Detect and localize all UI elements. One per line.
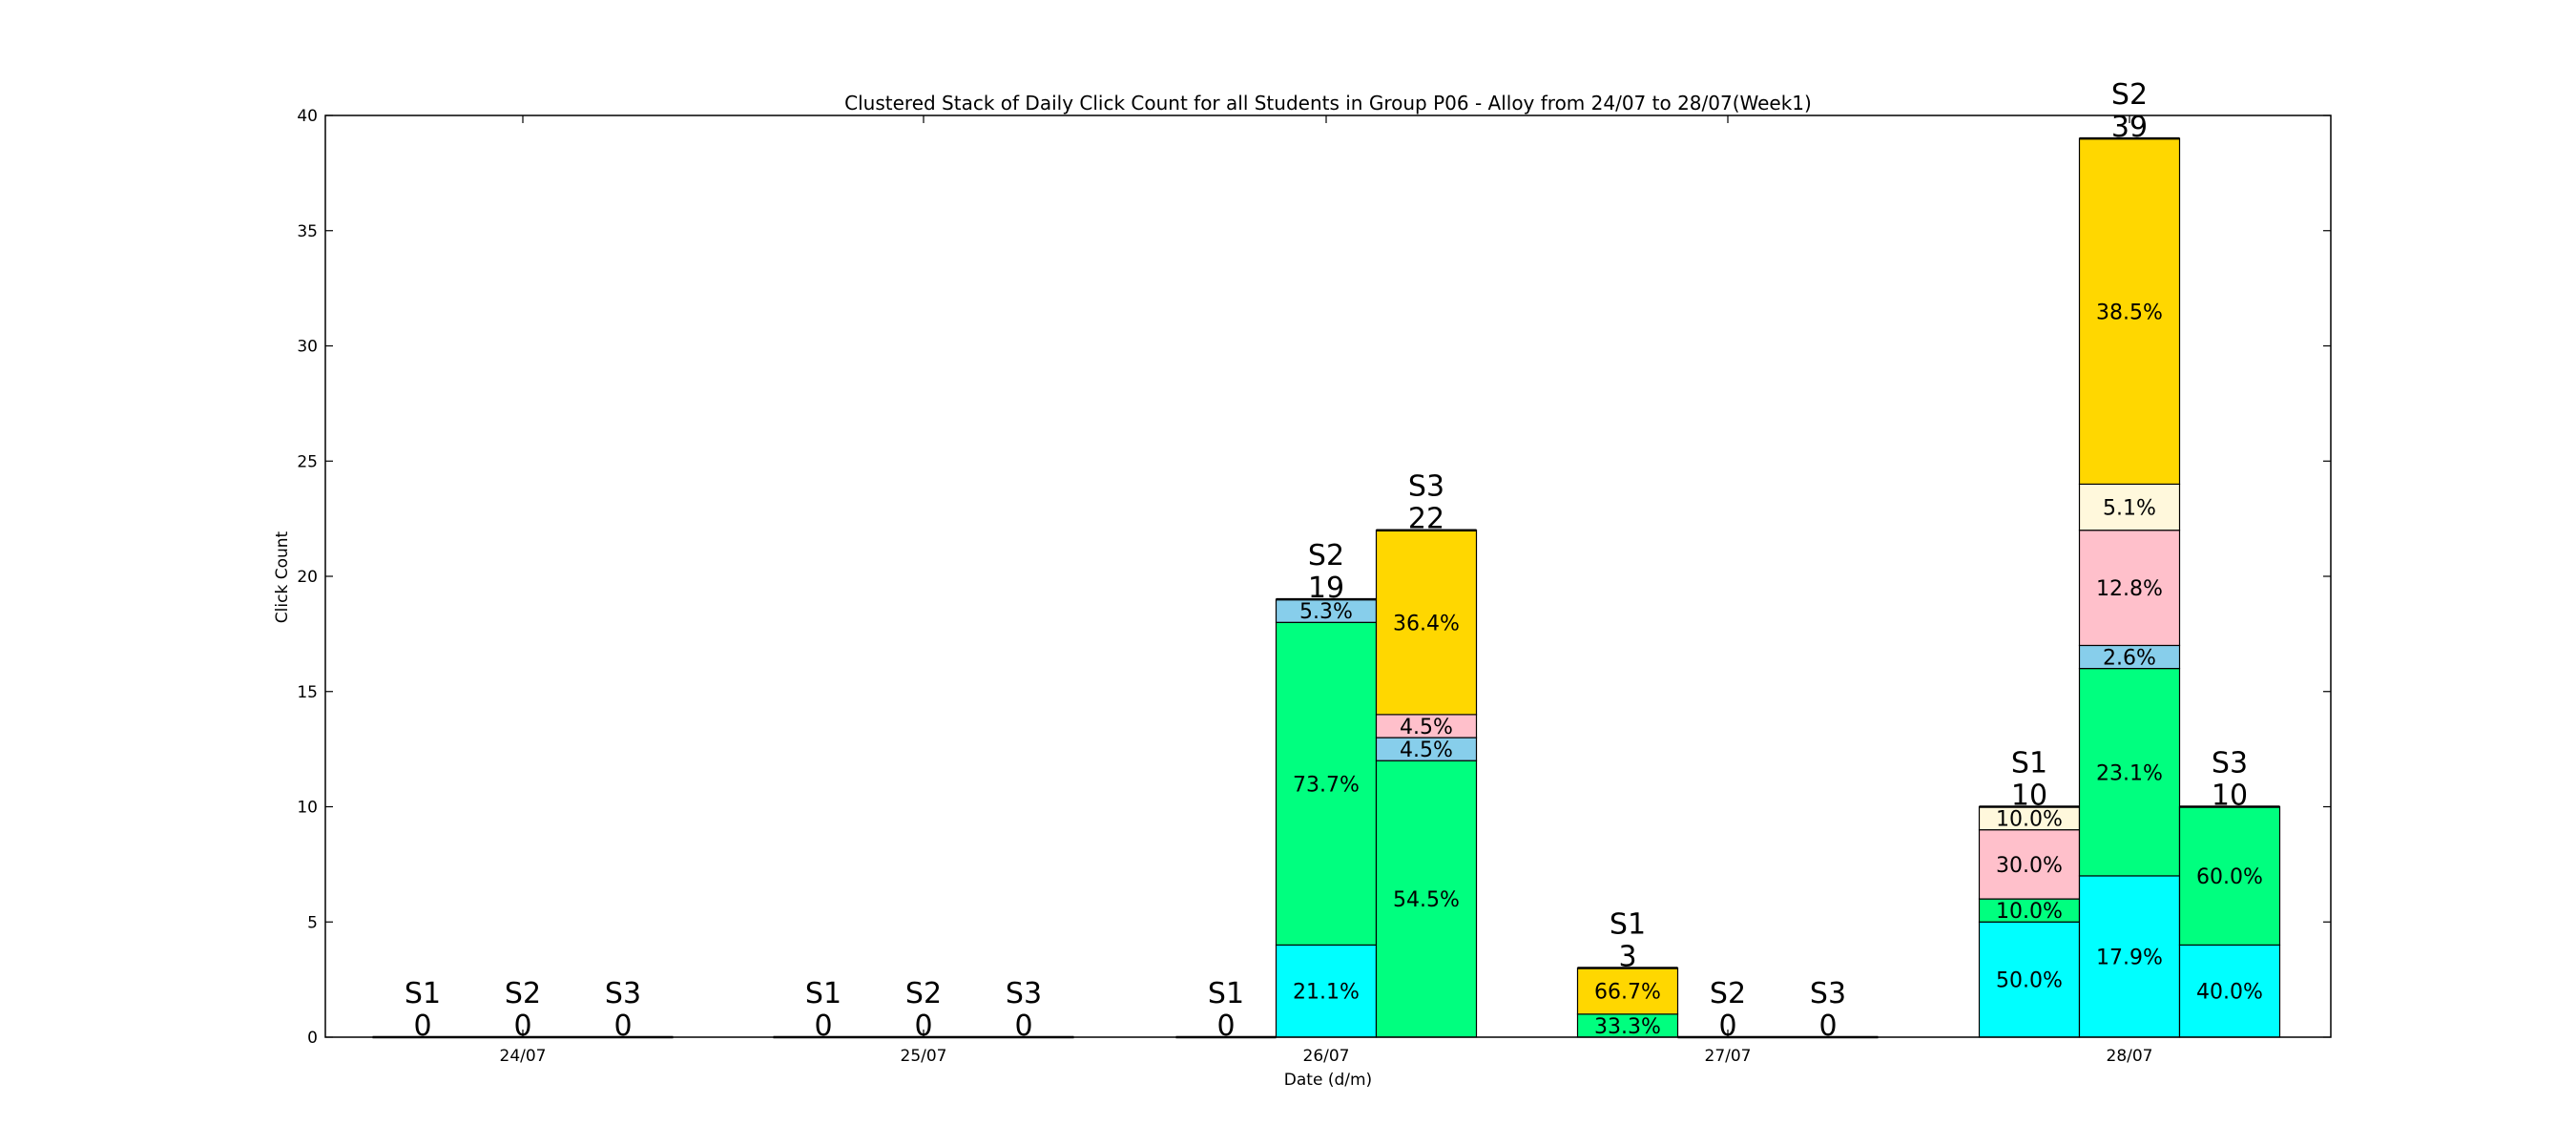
bar-segment [1275,621,1378,946]
bar-total-label: 19 [1308,572,1344,605]
segment-percent-label: 4.5% [1400,739,1453,762]
segment-percent-label: 30.0% [1996,854,2063,878]
bar-student-label: S2 [905,977,942,1010]
bar-segment [1375,530,1478,716]
segment-percent-label: 54.5% [1393,888,1460,912]
bar-segment [1978,829,2081,900]
bar-total-label: 0 [1216,1010,1235,1043]
bar-segment [2078,875,2181,1038]
plot-area-frame [324,114,2332,1038]
bar-student-label: S3 [1810,977,1846,1010]
bar-student-label: S2 [1308,539,1344,572]
segment-percent-label: 38.5% [2096,301,2163,324]
segment-percent-label: 12.8% [2096,577,2163,601]
bar-segment [1375,714,1478,739]
bars-layer [372,136,2281,1039]
bar-student-label: S3 [1006,977,1042,1010]
bar-total-label: 0 [814,1010,832,1043]
bar-segment [2078,483,2181,531]
y-tick-label: 0 [307,1029,318,1048]
bar-segment [1978,921,2081,1038]
bar-total-label: 0 [413,1010,431,1043]
x-tick-label: 24/07 [500,1047,547,1066]
segment-percent-label: 10.0% [1996,808,2063,832]
bar-total-label: 0 [1818,1010,1837,1043]
y-tick-label: 30 [297,338,318,357]
bar-total-label: 0 [1014,1010,1032,1043]
x-axis-label: Date (d/m) [1284,1071,1372,1090]
x-tick-label: 26/07 [1303,1047,1350,1066]
segment-percent-label: 5.1% [2103,497,2156,521]
bar-student-label: S2 [1710,977,1746,1010]
chart-title: Clustered Stack of Daily Click Count for… [844,92,1812,114]
segment-percent-label: 2.6% [2103,647,2156,671]
segment-percent-label: 17.9% [2096,946,2163,969]
bar-segment [1576,967,1679,1015]
bar-student-label: S3 [2212,747,2248,781]
segment-percent-label: 5.3% [1299,600,1353,624]
bar-total-label: 0 [1718,1010,1736,1043]
bar-total-label: 0 [613,1010,632,1043]
segment-percent-label: 73.7% [1293,773,1360,797]
bar-student-label: S2 [2111,78,2148,112]
segment-percent-label: 66.7% [1594,981,1661,1005]
bar-segment [2178,805,2281,946]
segment-percent-label: 4.5% [1400,716,1453,739]
x-tick-label: 27/07 [1705,1047,1752,1066]
axis-ticks-layer [325,114,2331,1038]
bar-total-label: 0 [914,1010,932,1043]
segment-percent-label: 23.1% [2096,761,2163,785]
y-tick-label: 15 [297,683,318,702]
bar-segment [2078,644,2181,670]
y-tick-label: 5 [307,913,318,932]
segment-percent-label: 33.3% [1594,1015,1661,1039]
y-tick-label: 40 [297,107,318,126]
x-tick-label: 25/07 [901,1047,947,1066]
bar-student-label: S3 [1408,470,1444,504]
bar-total-label: 22 [1408,503,1444,536]
y-tick-label: 25 [297,452,318,471]
bar-total-label: 3 [1618,941,1636,974]
bar-segment [2078,137,2181,485]
bar-student-label: S1 [405,977,441,1010]
bar-total-label: 0 [513,1010,531,1043]
bar-segment [1375,760,1478,1038]
bar-student-label: S1 [1610,908,1646,942]
bar-student-label: S2 [505,977,541,1010]
x-tick-label: 28/07 [2107,1047,2153,1066]
y-tick-label: 10 [297,799,318,818]
bar-segment [1978,805,2081,831]
segment-percent-label: 21.1% [1293,981,1360,1005]
bar-segment [2078,667,2181,877]
bar-segment [1275,944,1378,1038]
segment-percent-label: 10.0% [1996,900,2063,924]
y-tick-label: 35 [297,222,318,241]
segment-percent-label: 36.4% [1393,612,1460,635]
bar-student-label: S3 [605,977,641,1010]
bar-total-label: 39 [2111,111,2148,144]
y-axis-label: Click Count [273,531,292,623]
segment-percent-label: 50.0% [1996,969,2063,993]
bar-student-label: S1 [1208,977,1244,1010]
bar-student-label: S1 [805,977,841,1010]
bar-segment [2078,530,2181,647]
segment-percent-label: 60.0% [2196,865,2263,889]
bar-total-label: 10 [2011,780,2047,813]
segment-percent-label: 40.0% [2196,981,2263,1005]
bar-student-label: S1 [2011,747,2047,781]
y-tick-label: 20 [297,568,318,587]
bar-total-label: 10 [2212,780,2248,813]
